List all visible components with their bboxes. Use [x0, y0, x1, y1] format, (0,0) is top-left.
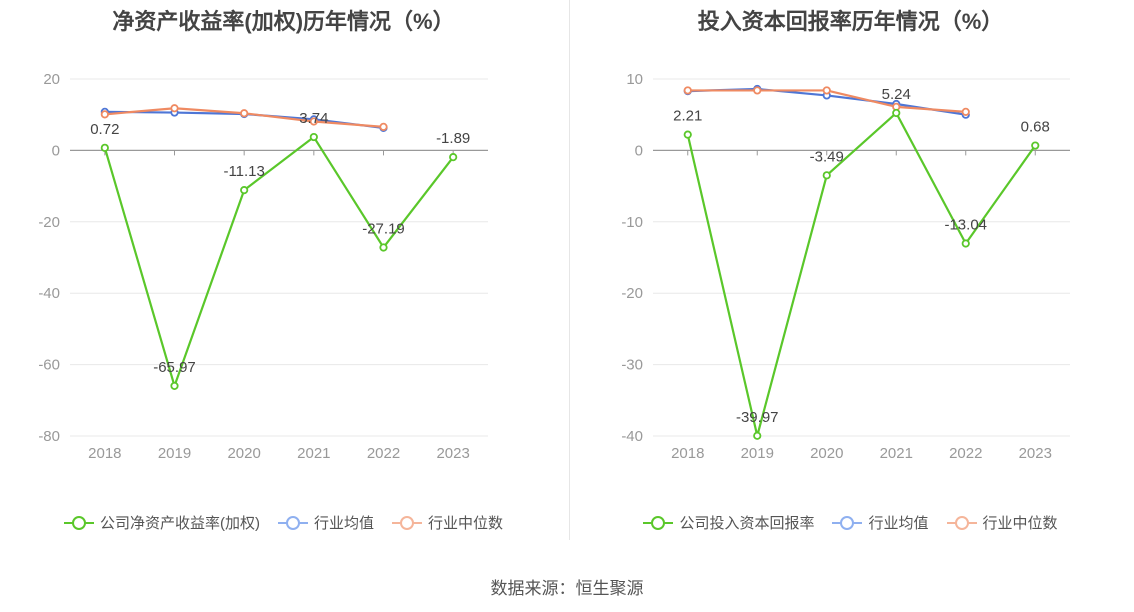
y-tick-label: -40 [621, 428, 643, 445]
data-point [379, 243, 388, 252]
y-tick-label: -10 [621, 214, 643, 231]
roic-chart-legend: 公司投入资本回报率 行业均值 行业中位数 [567, 512, 1134, 533]
data-point [753, 86, 762, 95]
data-point [240, 109, 249, 118]
data-point [961, 239, 970, 248]
x-tick-label: 2018 [671, 445, 704, 462]
data-point [379, 122, 388, 131]
data-label: -3.49 [810, 148, 844, 165]
roe-chart-panel: 净资产收益率(加权)历年情况（%） 20 0 -20 -40 -60 -80 2018 201… [0, 0, 567, 560]
x-tick-label: 2019 [741, 445, 774, 462]
data-label: -1.89 [436, 130, 470, 147]
data-label: -13.04 [944, 217, 987, 234]
legend-item-mean[interactable]: 行业均值 [832, 512, 929, 533]
roe-chart-plot: 20 0 -20 -40 -60 -80 2018 2019 2020 2021 2022 2023 0… [38, 71, 488, 462]
y-tick-label: 0 [52, 142, 60, 159]
legend-item-median[interactable]: 行业中位数 [392, 512, 503, 533]
data-label: 5.24 [882, 86, 911, 103]
data-point [822, 86, 831, 95]
data-label: -65.97 [153, 359, 196, 376]
y-tick-label: 0 [635, 142, 643, 159]
data-point [822, 171, 831, 180]
data-label: -39.97 [736, 409, 779, 426]
legend-item-mean[interactable]: 行业均值 [277, 512, 374, 533]
data-point [753, 431, 762, 440]
data-source: 数据来源：恒生聚源 [490, 579, 644, 598]
data-point [892, 108, 901, 118]
data-label: 2.21 [673, 108, 702, 125]
legend-median-label: 行业中位数 [982, 515, 1058, 532]
data-point [100, 110, 109, 119]
x-tick-label: 2021 [297, 445, 330, 462]
y-tick-label: -80 [38, 428, 60, 445]
x-tick-label: 2018 [88, 445, 121, 462]
data-point [100, 143, 109, 152]
data-point [683, 86, 692, 95]
y-tick-label: 10 [626, 71, 643, 88]
legend-company-label: 公司净资产收益率(加权) [99, 515, 260, 532]
legend-median-label: 行业中位数 [428, 515, 504, 532]
legend-mean-label: 行业均值 [868, 515, 929, 532]
data-label: -27.19 [362, 220, 405, 237]
x-tick-label: 2023 [1019, 445, 1052, 462]
x-tick-label: 2020 [810, 445, 843, 462]
data-point [170, 104, 179, 113]
series-line-company [103, 135, 455, 388]
y-tick-label: -20 [621, 285, 643, 302]
y-tick-label: -20 [38, 214, 60, 231]
legend-item-median[interactable]: 行业中位数 [946, 512, 1058, 533]
chart-title: 净资产收益率(加权)历年情况（%） [112, 9, 455, 34]
legend-mean-marker [277, 515, 308, 531]
x-tick-label: 2020 [227, 445, 260, 462]
legend-mean-label: 行业均值 [313, 515, 374, 532]
x-tick-label: 2022 [949, 445, 982, 462]
y-tick-label: 20 [43, 71, 60, 88]
roic-chart-panel: 投入资本回报率历年情况（%） 10 0 -10 -20 -30 -40 2018 2019 20… [567, 0, 1134, 560]
x-tick-label: 2021 [880, 445, 913, 462]
data-point [170, 381, 179, 391]
data-point [449, 153, 458, 162]
data-point [683, 130, 692, 139]
series-line-company [686, 111, 1037, 437]
legend-item-company[interactable]: 公司投入资本回报率 [643, 512, 814, 533]
x-tick-label: 2022 [367, 445, 400, 462]
x-tick-label: 2023 [436, 445, 469, 462]
x-tick-label: 2019 [158, 445, 191, 462]
legend-company-marker [63, 515, 94, 531]
y-tick-label: -60 [38, 357, 60, 374]
panel-divider [569, 0, 570, 540]
legend-median-marker [392, 515, 422, 531]
legend-median-marker [946, 515, 977, 531]
data-point [961, 107, 970, 116]
chart-title: 投入资本回报率历年情况（%） [697, 9, 1004, 34]
data-label: 0.72 [90, 121, 119, 138]
data-point [309, 132, 318, 142]
data-point [1031, 141, 1040, 150]
y-tick-label: -40 [38, 285, 60, 302]
y-tick-label: -30 [621, 357, 643, 374]
data-label: 0.68 [1021, 119, 1050, 136]
legend-company-label: 公司投入资本回报率 [679, 515, 815, 532]
roe-chart-legend: 公司净资产收益率(加权) 行业均值 行业中位数 [0, 512, 567, 533]
data-point [309, 117, 318, 126]
legend-item-company[interactable]: 公司净资产收益率(加权) [63, 512, 260, 533]
data-point [240, 186, 249, 195]
data-label: 3.74 [299, 110, 328, 127]
legend-mean-marker [832, 515, 863, 531]
legend-company-marker [643, 515, 674, 531]
roic-chart-plot: 10 0 -10 -20 -30 -40 2018 2019 2020 2021 2022 2023 2… [621, 71, 1070, 462]
data-label: -11.13 [223, 163, 264, 180]
